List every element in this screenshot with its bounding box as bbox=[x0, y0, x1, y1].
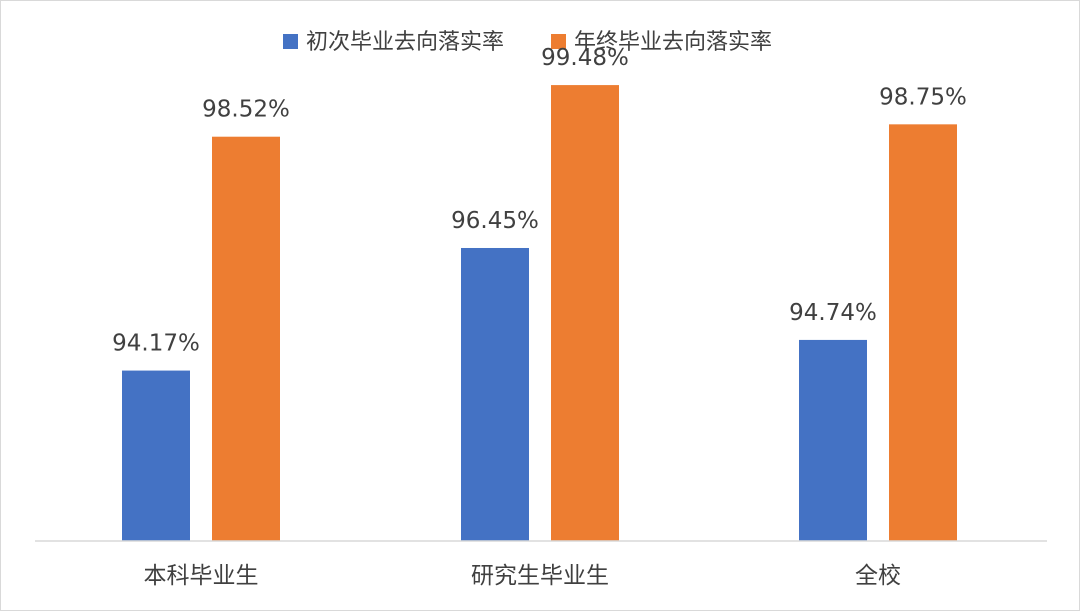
bar-first-0 bbox=[122, 370, 190, 541]
bar-first-2 bbox=[799, 339, 867, 541]
category-label-1: 研究生毕业生 bbox=[471, 563, 609, 589]
legend: 初次毕业去向落实率 年终毕业去向落实率 bbox=[283, 30, 772, 55]
bar-first-1 bbox=[461, 247, 529, 541]
legend-label-first: 初次毕业去向落实率 bbox=[306, 30, 504, 55]
value-labels-group: 94.17% 98.52% 96.45% 99.48% 94.74% 98.75% bbox=[112, 45, 967, 356]
value-label-first-2: 94.74% bbox=[789, 300, 877, 326]
bar-final-0 bbox=[212, 136, 280, 542]
legend-swatch-first bbox=[283, 34, 298, 49]
bar-final-2 bbox=[889, 124, 957, 541]
bar-final-1 bbox=[551, 85, 619, 541]
legend-swatch-final bbox=[551, 34, 566, 49]
category-label-0: 本科毕业生 bbox=[144, 563, 259, 589]
category-labels-group: 本科毕业生 研究生毕业生 全校 bbox=[144, 563, 902, 589]
category-label-2: 全校 bbox=[855, 563, 901, 589]
value-label-first-0: 94.17% bbox=[112, 331, 200, 357]
bars-group bbox=[122, 85, 957, 542]
value-label-final-1: 99.48% bbox=[541, 45, 629, 71]
value-label-final-0: 98.52% bbox=[202, 97, 290, 123]
value-label-first-1: 96.45% bbox=[451, 208, 539, 234]
legend-label-final: 年终毕业去向落实率 bbox=[574, 30, 772, 55]
value-label-final-2: 98.75% bbox=[879, 84, 967, 110]
